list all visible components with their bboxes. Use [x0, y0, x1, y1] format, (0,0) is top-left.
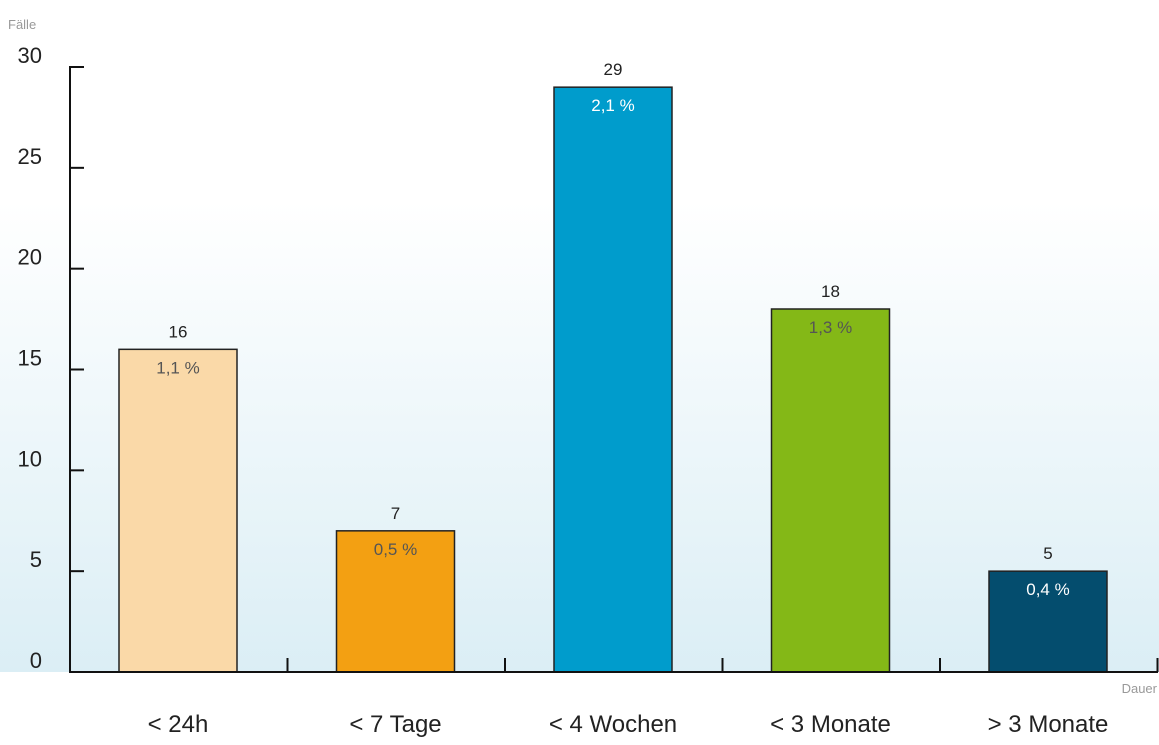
x-axis-title: Dauer [1122, 681, 1158, 696]
bar-percent-label: 1,1 % [156, 358, 199, 377]
x-axis: < 24h < 7 Tage < 4 Wochen < 3 Monate > 3 Mon… [69, 658, 1159, 738]
bar-percent-label: 0,5 % [374, 540, 417, 559]
bar [118, 348, 238, 673]
y-tick-label: 5 [30, 547, 42, 572]
x-category-label: < 4 Wochen [549, 711, 677, 738]
bar [553, 86, 673, 673]
bar-value-label: 7 [391, 504, 400, 523]
y-tick-label: 20 [18, 245, 42, 270]
y-axis: 0 5 10 15 20 25 30 [18, 43, 84, 673]
x-category-label: < 24h [148, 711, 209, 738]
y-tick-label: 10 [18, 446, 42, 471]
bar-percent-label: 2,1 % [591, 96, 634, 115]
bar-percent-label: 1,3 % [809, 318, 852, 337]
bar-percent-label: 0,4 % [1026, 580, 1069, 599]
bar [770, 308, 891, 673]
x-category-label: > 3 Monate [988, 711, 1109, 738]
y-tick-label: 0 [30, 648, 42, 673]
bar [988, 570, 1108, 673]
bars: 16 1,1 % 7 0,5 % 29 2,1 % 18 1,3 % 5 0,4 % [118, 60, 1108, 673]
y-tick-label: 30 [18, 43, 42, 68]
bar-value-label: 16 [169, 322, 188, 341]
bar-value-label: 29 [604, 60, 623, 79]
bar-value-label: 18 [821, 282, 840, 301]
y-tick-label: 25 [18, 144, 42, 169]
x-category-label: < 7 Tage [349, 711, 441, 738]
bar [335, 530, 456, 673]
y-axis-title: Fälle [8, 17, 36, 32]
y-tick-label: 15 [18, 346, 42, 371]
bar-value-label: 5 [1043, 544, 1052, 563]
x-category-label: < 3 Monate [770, 711, 891, 738]
